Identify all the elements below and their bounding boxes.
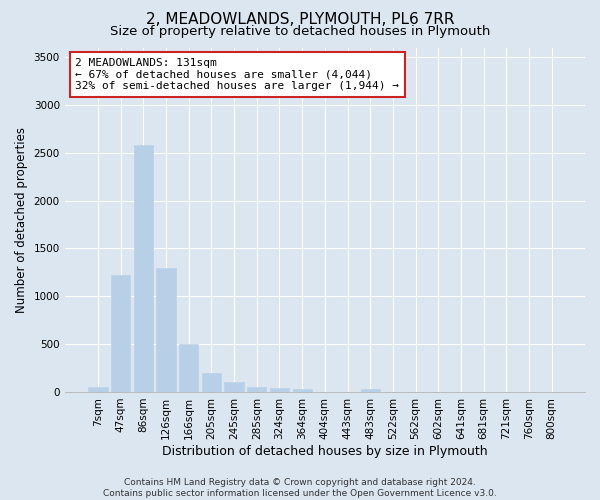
Bar bbox=[247, 387, 266, 392]
Text: 2, MEADOWLANDS, PLYMOUTH, PL6 7RR: 2, MEADOWLANDS, PLYMOUTH, PL6 7RR bbox=[146, 12, 454, 28]
X-axis label: Distribution of detached houses by size in Plymouth: Distribution of detached houses by size … bbox=[162, 444, 488, 458]
Bar bbox=[224, 382, 244, 392]
Text: 2 MEADOWLANDS: 131sqm
← 67% of detached houses are smaller (4,044)
32% of semi-d: 2 MEADOWLANDS: 131sqm ← 67% of detached … bbox=[75, 58, 399, 91]
Bar bbox=[179, 344, 199, 392]
Bar bbox=[202, 374, 221, 392]
Bar bbox=[157, 268, 176, 392]
Bar bbox=[134, 145, 153, 392]
Bar bbox=[361, 389, 380, 392]
Bar bbox=[111, 275, 130, 392]
Bar bbox=[293, 389, 312, 392]
Text: Contains HM Land Registry data © Crown copyright and database right 2024.
Contai: Contains HM Land Registry data © Crown c… bbox=[103, 478, 497, 498]
Bar bbox=[88, 387, 107, 392]
Y-axis label: Number of detached properties: Number of detached properties bbox=[15, 126, 28, 312]
Bar bbox=[270, 388, 289, 392]
Text: Size of property relative to detached houses in Plymouth: Size of property relative to detached ho… bbox=[110, 25, 490, 38]
